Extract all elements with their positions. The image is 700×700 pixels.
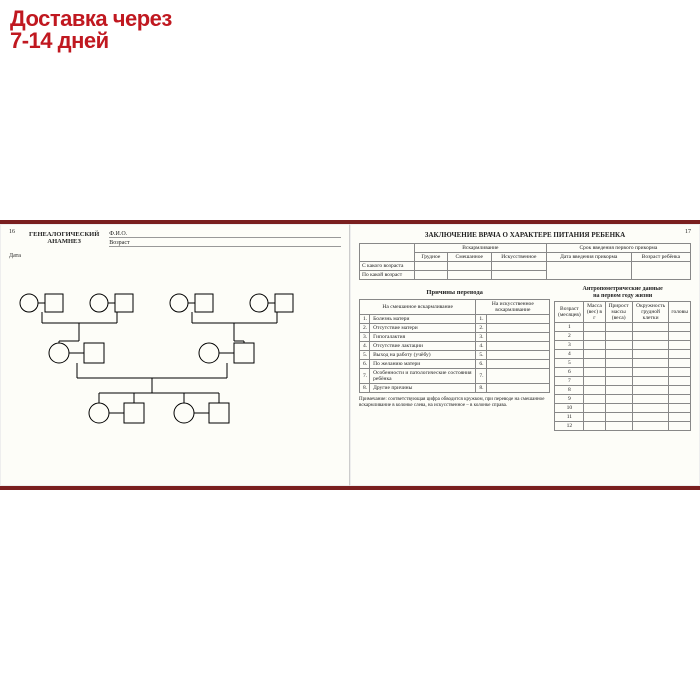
table-row: 8 [555,386,691,395]
table-row: 5 [555,359,691,368]
table-row: 5.Выход на работу (учёбу)5. [360,351,550,360]
right-page: 17 ЗАКЛЮЧЕНИЕ ВРАЧА О ХАРАКТЕРЕ ПИТАНИЯ … [350,224,700,486]
table-row: 11 [555,413,691,422]
table-row: 2 [555,332,691,341]
table-row: 9 [555,395,691,404]
table-row: 3.Гипогалактия3. [360,333,550,342]
table-row: 1.Болезнь матери1. [360,315,550,324]
date-label: Дата [9,253,341,259]
page-number-left: 16 [9,229,15,235]
table-row: 7.Особенности и патологические состояния… [360,369,550,384]
right-title: ЗАКЛЮЧЕНИЕ ВРАЧА О ХАРАКТЕРЕ ПИТАНИЯ РЕБ… [359,231,691,239]
table-row: 12 [555,422,691,431]
anthro-title: Антропометрические данные на первом году… [554,286,691,299]
fio-label: Ф.И.О. [109,231,341,238]
table-row: 6 [555,368,691,377]
table-row: 7 [555,377,691,386]
table-row: 8.Другие причины8. [360,384,550,393]
delivery-banner: Доставка через 7-14 дней [10,6,172,54]
genealogy-title: ГЕНЕАЛОГИЧЕСКИЙ АНАМНЕЗ [29,231,99,249]
table-row: 3 [555,341,691,350]
page-number-right: 17 [685,229,691,235]
table-row: 6.По желанию матери6. [360,360,550,369]
book-spread: 16 ГЕНЕАЛОГИЧЕСКИЙ АНАМНЕЗ Ф.И.О. Возрас… [0,220,700,490]
table-row: 1 [555,323,691,332]
footnote: Примечание: соответствующая цифра обводи… [359,397,550,409]
table-row: 4.Отсутствие лактации4. [360,342,550,351]
age-label: Возраст [109,240,341,247]
genogram-diagram [9,283,329,453]
reasons-table: На смешанное вскармливание На искусствен… [359,299,550,393]
left-page: 16 ГЕНЕАЛОГИЧЕСКИЙ АНАМНЕЗ Ф.И.О. Возрас… [0,224,350,486]
anthro-table: Возраст (месяцев) Масса (вес) в г Прирос… [554,301,691,431]
table-row: 2.Отсутствие матери2. [360,324,550,333]
feeding-table: Вскармливание Срок введения первого прик… [359,243,691,280]
table-row: 4 [555,350,691,359]
reasons-title: Причины перевода [359,289,550,296]
table-row: 10 [555,404,691,413]
